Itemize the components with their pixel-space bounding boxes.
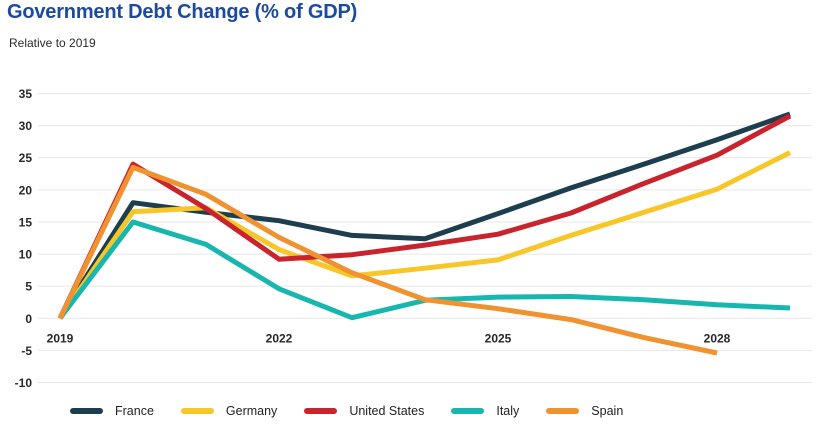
- x-axis-tick-label: 2025: [485, 331, 512, 345]
- legend-label: Italy: [496, 404, 520, 418]
- legend-label: France: [115, 404, 154, 418]
- legend-item-spain: Spain: [546, 404, 623, 418]
- y-axis-tick-label: -10: [15, 376, 33, 390]
- legend-swatch: [70, 408, 103, 414]
- y-axis-tick-label: 20: [19, 183, 33, 197]
- legend-swatch: [180, 408, 214, 414]
- legend-swatch: [304, 408, 338, 414]
- x-axis-tick-label: 2022: [266, 331, 293, 345]
- legend-label: Germany: [225, 404, 278, 418]
- legend-item-united-states: United States: [304, 404, 424, 418]
- legend-item-italy: Italy: [451, 404, 519, 418]
- line-chart: 35 30 25 20 15 10 5 0 -5 -10 2019 2022 2025 2028: [15, 87, 812, 390]
- series-line-united-states: [57, 113, 792, 320]
- chart-legend: France Germany United States Italy Spain: [70, 404, 623, 418]
- y-axis-tick-label: 0: [25, 312, 32, 326]
- y-axis-tick-label: 30: [19, 119, 33, 133]
- legend-label: Spain: [591, 404, 624, 418]
- y-axis-tick-label: 25: [19, 151, 33, 165]
- y-axis-tick-label: 15: [19, 215, 33, 229]
- series-line-germany: [57, 150, 792, 320]
- chart-title: Government Debt Change (% of GDP): [7, 1, 358, 23]
- legend-item-germany: Germany: [180, 404, 278, 418]
- y-axis-tick-label: 35: [19, 87, 33, 101]
- x-axis-tick-label: 2019: [47, 331, 74, 345]
- y-axis-tick-label: 10: [19, 248, 33, 262]
- legend-swatch: [546, 408, 580, 414]
- series-line-spain: [57, 164, 718, 356]
- legend-item-france: France: [70, 404, 154, 418]
- series-line-france: [57, 111, 791, 320]
- x-axis-tick-label: 2028: [704, 331, 731, 345]
- legend-swatch: [451, 408, 485, 414]
- y-axis-tick-label: 5: [25, 280, 32, 294]
- legend-label: United States: [349, 404, 425, 418]
- chart-subtitle: Relative to 2019: [9, 36, 96, 50]
- y-axis-tick-label: -5: [21, 344, 32, 358]
